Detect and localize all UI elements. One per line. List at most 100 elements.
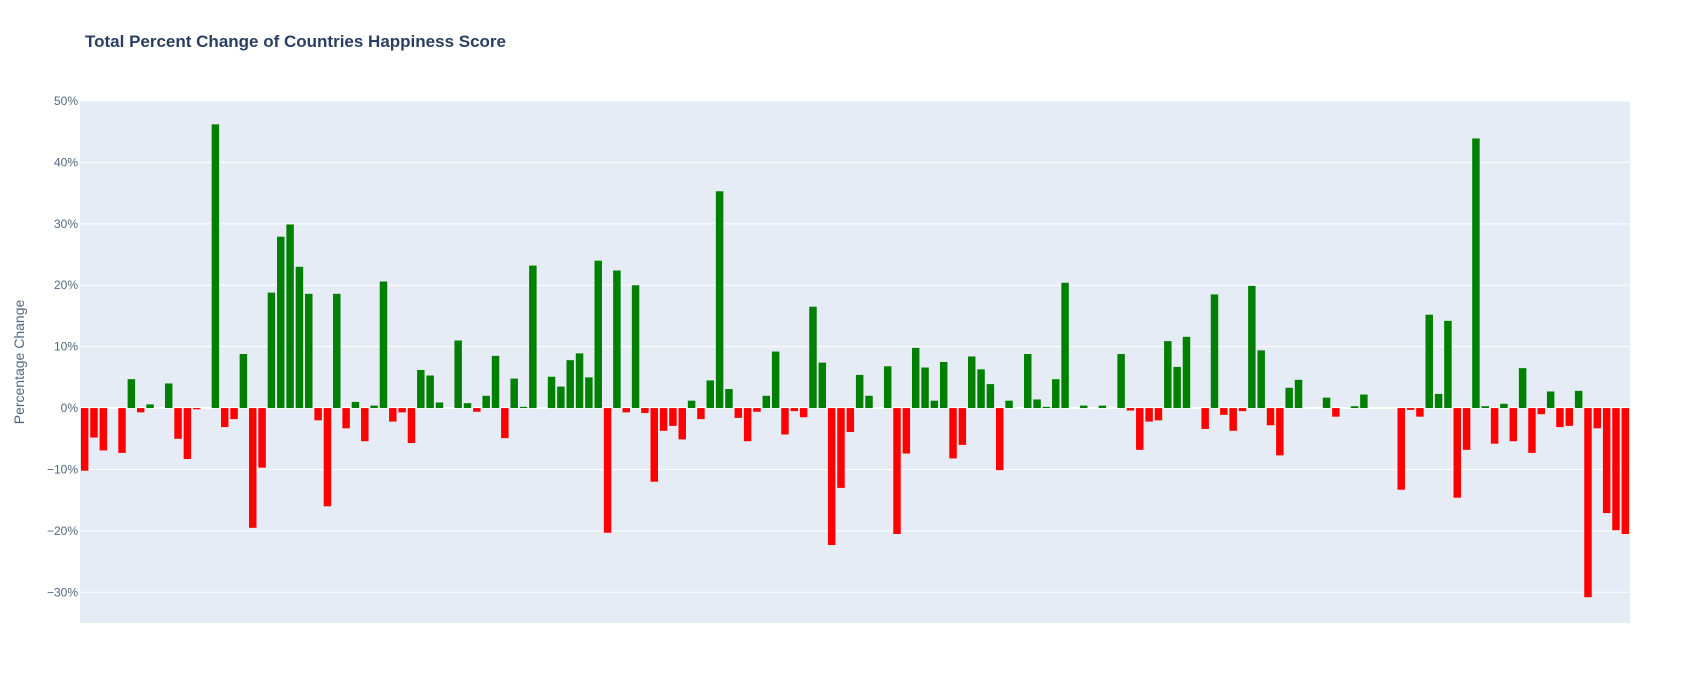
bar[interactable]: [846, 408, 855, 433]
bar[interactable]: [977, 369, 985, 409]
bar[interactable]: [613, 270, 621, 409]
bar[interactable]: [809, 306, 817, 409]
bar[interactable]: [379, 281, 388, 409]
bar[interactable]: [1294, 379, 1303, 409]
bar[interactable]: [398, 408, 406, 413]
bar[interactable]: [295, 266, 304, 409]
bar[interactable]: [1350, 406, 1359, 409]
bar[interactable]: [342, 408, 350, 429]
bar[interactable]: [575, 353, 584, 409]
bar[interactable]: [305, 293, 313, 409]
bar[interactable]: [407, 408, 416, 444]
bar[interactable]: [370, 405, 378, 409]
bar[interactable]: [99, 408, 108, 451]
bar[interactable]: [230, 408, 238, 420]
bar[interactable]: [1546, 391, 1555, 409]
bar[interactable]: [80, 408, 89, 471]
bar[interactable]: [211, 124, 220, 409]
bar[interactable]: [519, 406, 528, 409]
bar[interactable]: [1154, 408, 1163, 421]
bar[interactable]: [827, 408, 836, 546]
bar[interactable]: [1276, 408, 1284, 456]
bar[interactable]: [510, 378, 518, 409]
bar[interactable]: [127, 379, 136, 409]
bar[interactable]: [90, 408, 98, 438]
bar[interactable]: [1248, 285, 1256, 409]
bar[interactable]: [1024, 354, 1032, 409]
bar[interactable]: [1061, 282, 1069, 409]
bar[interactable]: [1360, 394, 1368, 409]
bar[interactable]: [1322, 397, 1331, 409]
bar[interactable]: [911, 347, 920, 409]
bar[interactable]: [697, 408, 705, 420]
bar[interactable]: [547, 376, 556, 409]
bar[interactable]: [1173, 366, 1181, 409]
bar[interactable]: [454, 340, 462, 409]
bar[interactable]: [1537, 408, 1546, 415]
bar[interactable]: [351, 401, 360, 409]
bar[interactable]: [949, 408, 957, 459]
bar[interactable]: [687, 400, 696, 409]
bar[interactable]: [1164, 341, 1172, 409]
bar[interactable]: [1229, 408, 1237, 431]
bar[interactable]: [1406, 408, 1415, 410]
bar[interactable]: [1565, 408, 1574, 426]
bar[interactable]: [1490, 408, 1499, 444]
bar[interactable]: [1602, 408, 1611, 514]
bar[interactable]: [818, 362, 827, 409]
bar[interactable]: [631, 285, 640, 409]
bar[interactable]: [715, 191, 724, 409]
bar[interactable]: [1117, 354, 1125, 409]
bar[interactable]: [1052, 379, 1060, 409]
bar[interactable]: [1210, 294, 1219, 409]
bar[interactable]: [1126, 408, 1135, 411]
bar[interactable]: [1434, 393, 1443, 409]
bar[interactable]: [258, 408, 266, 468]
bar[interactable]: [473, 408, 481, 412]
bar[interactable]: [641, 408, 649, 413]
bar[interactable]: [491, 355, 500, 409]
bar[interactable]: [743, 408, 752, 442]
bar[interactable]: [1136, 408, 1144, 450]
bar[interactable]: [1574, 390, 1583, 409]
bar[interactable]: [146, 404, 154, 409]
bar[interactable]: [1257, 350, 1265, 409]
bar[interactable]: [762, 395, 771, 409]
bar[interactable]: [220, 408, 229, 428]
bar[interactable]: [883, 366, 892, 409]
bar[interactable]: [333, 293, 341, 409]
bar[interactable]: [1033, 399, 1041, 409]
bar[interactable]: [463, 403, 472, 409]
bar[interactable]: [995, 408, 1004, 471]
bar[interactable]: [136, 408, 145, 413]
bar[interactable]: [781, 408, 789, 435]
bar[interactable]: [1612, 408, 1620, 531]
bar[interactable]: [790, 408, 799, 412]
bar[interactable]: [557, 386, 565, 409]
bar[interactable]: [771, 351, 780, 409]
bar[interactable]: [482, 395, 490, 409]
bar[interactable]: [678, 408, 686, 440]
bar[interactable]: [389, 408, 397, 422]
bar[interactable]: [622, 408, 630, 413]
bar[interactable]: [1444, 320, 1452, 409]
bar[interactable]: [1220, 408, 1228, 415]
bar[interactable]: [1509, 408, 1518, 442]
bar[interactable]: [1285, 387, 1293, 409]
bar[interactable]: [650, 408, 658, 482]
bar[interactable]: [118, 408, 126, 453]
bar[interactable]: [1425, 314, 1433, 409]
bar[interactable]: [1481, 406, 1490, 409]
bar[interactable]: [1462, 408, 1471, 450]
bar[interactable]: [753, 408, 761, 412]
bar[interactable]: [1080, 405, 1088, 409]
bar[interactable]: [1518, 368, 1527, 409]
bar[interactable]: [1266, 408, 1275, 426]
bar[interactable]: [1238, 408, 1247, 412]
bar[interactable]: [239, 354, 248, 409]
bar[interactable]: [669, 408, 677, 426]
bar[interactable]: [893, 408, 901, 534]
bar[interactable]: [1201, 408, 1209, 429]
bar[interactable]: [585, 377, 593, 409]
bar[interactable]: [277, 236, 285, 409]
